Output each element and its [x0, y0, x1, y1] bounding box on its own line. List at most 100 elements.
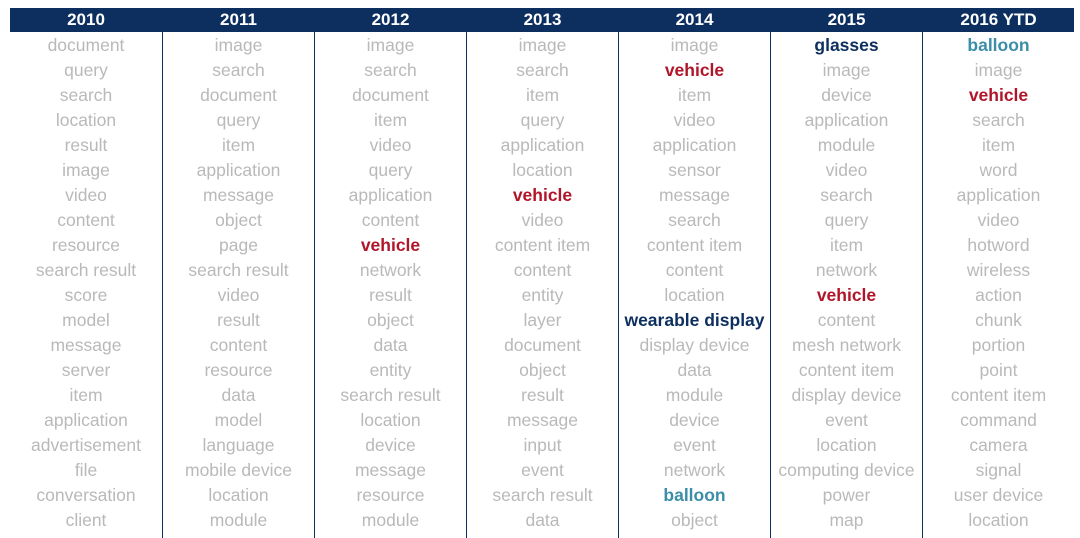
- term-cell: module: [771, 133, 922, 158]
- term-cell: object: [315, 308, 466, 333]
- term-cell: content item: [467, 233, 618, 258]
- term-cell: model: [163, 408, 314, 433]
- term-cell: image: [771, 58, 922, 83]
- term-cell: video: [10, 183, 162, 208]
- term-cell: query: [771, 208, 922, 233]
- term-cell: result: [315, 283, 466, 308]
- term-cell: chunk: [923, 308, 1074, 333]
- term-cell: data: [315, 333, 466, 358]
- term-cell: item: [771, 233, 922, 258]
- term-cell: query: [315, 158, 466, 183]
- term-cell: object: [163, 208, 314, 233]
- term-cell: location: [619, 283, 770, 308]
- term-cell: content item: [771, 358, 922, 383]
- term-table: 2010documentquerysearchlocationresultima…: [10, 8, 1074, 538]
- term-cell: application: [923, 183, 1074, 208]
- year-header: 2011: [163, 8, 314, 32]
- term-cell: item: [467, 83, 618, 108]
- term-cell: video: [163, 283, 314, 308]
- term-cell: vehicle: [771, 283, 922, 308]
- term-cell: user device: [923, 483, 1074, 508]
- term-cell: model: [10, 308, 162, 333]
- term-list: imagesearchdocumentitemvideoqueryapplica…: [315, 33, 466, 533]
- term-list: balloonimagevehiclesearchitemwordapplica…: [923, 33, 1074, 533]
- term-cell: content item: [923, 383, 1074, 408]
- term-cell: search: [163, 58, 314, 83]
- term-cell: vehicle: [619, 58, 770, 83]
- year-column: 2010documentquerysearchlocationresultima…: [10, 8, 162, 538]
- term-cell: result: [10, 133, 162, 158]
- term-cell: item: [315, 108, 466, 133]
- term-cell: document: [10, 33, 162, 58]
- term-cell: display device: [771, 383, 922, 408]
- term-cell: application: [771, 108, 922, 133]
- term-cell: video: [771, 158, 922, 183]
- term-cell: file: [10, 458, 162, 483]
- term-cell: image: [10, 158, 162, 183]
- term-cell: application: [467, 133, 618, 158]
- term-cell: content item: [619, 233, 770, 258]
- term-cell: image: [923, 58, 1074, 83]
- term-cell: search result: [10, 258, 162, 283]
- term-cell: content: [10, 208, 162, 233]
- term-cell: device: [771, 83, 922, 108]
- term-cell: application: [10, 408, 162, 433]
- term-cell: document: [467, 333, 618, 358]
- term-cell: location: [163, 483, 314, 508]
- term-cell: message: [163, 183, 314, 208]
- term-cell: balloon: [619, 483, 770, 508]
- term-cell: server: [10, 358, 162, 383]
- term-cell: result: [467, 383, 618, 408]
- term-list: imagesearchdocumentqueryitemapplicationm…: [163, 33, 314, 533]
- term-cell: resource: [315, 483, 466, 508]
- term-cell: message: [467, 408, 618, 433]
- year-header: 2016 YTD: [923, 8, 1074, 32]
- term-cell: content: [467, 258, 618, 283]
- term-cell: search: [771, 183, 922, 208]
- term-cell: signal: [923, 458, 1074, 483]
- term-cell: entity: [467, 283, 618, 308]
- year-column: 2012imagesearchdocumentitemvideoqueryapp…: [314, 8, 466, 538]
- term-cell: network: [771, 258, 922, 283]
- term-cell: content: [163, 333, 314, 358]
- term-cell: mesh network: [771, 333, 922, 358]
- term-cell: wearable display: [619, 308, 770, 333]
- term-cell: data: [163, 383, 314, 408]
- term-cell: application: [163, 158, 314, 183]
- term-list: documentquerysearchlocationresultimagevi…: [10, 33, 162, 533]
- term-cell: module: [315, 508, 466, 533]
- term-cell: glasses: [771, 33, 922, 58]
- term-cell: query: [163, 108, 314, 133]
- term-cell: location: [315, 408, 466, 433]
- term-cell: display device: [619, 333, 770, 358]
- term-cell: event: [771, 408, 922, 433]
- term-cell: mobile device: [163, 458, 314, 483]
- term-list: imagesearchitemqueryapplicationlocationv…: [467, 33, 618, 533]
- term-cell: device: [315, 433, 466, 458]
- term-cell: location: [771, 433, 922, 458]
- year-header: 2012: [315, 8, 466, 32]
- term-cell: event: [467, 458, 618, 483]
- year-column: 2016 YTDballoonimagevehiclesearchitemwor…: [922, 8, 1074, 538]
- year-header: 2010: [10, 8, 162, 32]
- term-cell: camera: [923, 433, 1074, 458]
- term-cell: message: [315, 458, 466, 483]
- term-cell: map: [771, 508, 922, 533]
- term-cell: entity: [315, 358, 466, 383]
- term-cell: search result: [315, 383, 466, 408]
- term-cell: search: [619, 208, 770, 233]
- term-cell: score: [10, 283, 162, 308]
- term-cell: command: [923, 408, 1074, 433]
- term-cell: document: [163, 83, 314, 108]
- term-cell: query: [10, 58, 162, 83]
- term-cell: query: [467, 108, 618, 133]
- term-cell: search result: [467, 483, 618, 508]
- year-column: 2011imagesearchdocumentqueryitemapplicat…: [162, 8, 314, 538]
- year-column: 2013imagesearchitemqueryapplicationlocat…: [466, 8, 618, 538]
- term-cell: layer: [467, 308, 618, 333]
- year-header: 2013: [467, 8, 618, 32]
- term-cell: resource: [163, 358, 314, 383]
- term-cell: item: [923, 133, 1074, 158]
- term-list: glassesimagedeviceapplicationmodulevideo…: [771, 33, 922, 533]
- term-cell: search result: [163, 258, 314, 283]
